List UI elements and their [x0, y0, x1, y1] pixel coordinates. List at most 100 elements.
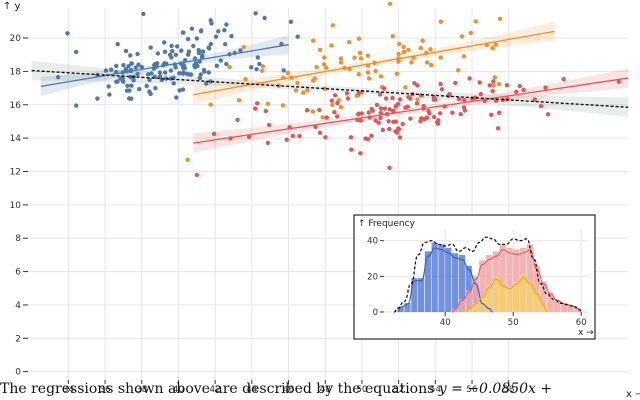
- scatter-point: [532, 97, 537, 102]
- scatter-point: [378, 106, 384, 111]
- scatter-point: [428, 62, 434, 68]
- scatter-point: [208, 41, 213, 47]
- scatter-point: [107, 92, 112, 97]
- x-tick-label: 50: [356, 385, 368, 395]
- scatter-point: [157, 70, 163, 75]
- scatter-point: [431, 95, 437, 100]
- scatter-point: [403, 85, 408, 90]
- scatter-point: [155, 51, 161, 56]
- x-tick-label: 52: [393, 385, 404, 395]
- scatter-point: [310, 109, 315, 114]
- scatter-point: [320, 115, 325, 120]
- scatter-point: [200, 53, 205, 58]
- y-tick-label: 8: [15, 234, 21, 244]
- scatter-point: [281, 68, 286, 73]
- scatter-point: [208, 102, 213, 107]
- regression-line-1: [40, 44, 289, 88]
- y-tick-label: 4: [15, 301, 21, 311]
- scatter-point: [396, 59, 401, 64]
- scatter-point: [201, 49, 206, 54]
- scatter-point: [394, 71, 400, 77]
- scatter-point: [297, 133, 302, 139]
- scatter-point: [616, 79, 621, 85]
- scatter-point: [538, 103, 544, 109]
- scatter-point: [419, 116, 424, 121]
- scatter-point: [214, 63, 219, 68]
- inset-bar-3: [526, 281, 533, 312]
- scatter-point: [437, 111, 443, 116]
- scatter-point: [330, 23, 335, 28]
- scatter-point: [109, 67, 114, 72]
- inset-bar-3: [492, 276, 499, 312]
- caption-text: The regressions shown above are describe…: [0, 381, 435, 397]
- scatter-point: [349, 147, 354, 152]
- scatter-point: [492, 75, 497, 80]
- scatter-point: [171, 81, 176, 86]
- inset-bar-1: [458, 255, 465, 312]
- overall-regression-line: [31, 69, 629, 108]
- scatter-point: [229, 34, 234, 39]
- scatter-point: [414, 101, 420, 106]
- scatter-point: [478, 91, 483, 97]
- scatter-point: [128, 53, 133, 58]
- scatter-point: [438, 81, 443, 87]
- scatter-point: [191, 43, 196, 49]
- inset-bar-2: [567, 304, 574, 312]
- scatter-point: [204, 81, 209, 86]
- scatter-point: [338, 60, 344, 65]
- y-tick-label: 12: [10, 167, 21, 177]
- scatter-point: [369, 133, 374, 138]
- scatter-point: [254, 67, 259, 72]
- inset-bar-2: [533, 265, 540, 312]
- scatter-point: [139, 64, 144, 70]
- scatter-point: [192, 56, 198, 61]
- scatter-point: [169, 43, 174, 49]
- scatter-point: [396, 126, 401, 131]
- scatter-point: [163, 70, 168, 75]
- scatter-point: [514, 89, 519, 95]
- scatter-point: [202, 69, 207, 74]
- scatter-point: [153, 86, 158, 91]
- scatter-point: [332, 110, 337, 115]
- inset-bar-1: [445, 247, 452, 312]
- scatter-point: [317, 107, 322, 113]
- scatter-point: [356, 111, 361, 116]
- scatter-point: [199, 28, 204, 33]
- scatter-point: [497, 110, 502, 116]
- scatter-point: [438, 19, 443, 24]
- inset-total-outline: [394, 236, 582, 313]
- inset-bar-2: [458, 299, 465, 312]
- scatter-point: [418, 45, 423, 51]
- scatter-point: [495, 126, 501, 131]
- scatter-point: [194, 172, 199, 178]
- inset-bar-3: [540, 304, 547, 312]
- scatter-point: [545, 112, 551, 117]
- scatter-point: [400, 121, 405, 127]
- inset-bar-2: [560, 303, 567, 312]
- scatter-point: [255, 55, 260, 60]
- scatter-point: [378, 115, 383, 121]
- scatter-point: [374, 102, 380, 108]
- scatter-point: [129, 96, 134, 101]
- scatter-point: [377, 92, 383, 97]
- scatter-point: [131, 78, 136, 83]
- scatter-point: [314, 64, 319, 70]
- scatter-point: [415, 83, 420, 88]
- scatter-point: [363, 136, 368, 141]
- scatter-point: [255, 101, 260, 106]
- scatter-point: [406, 95, 411, 100]
- scatter-point: [177, 71, 182, 76]
- scatter-point: [257, 61, 262, 67]
- scatter-point: [383, 96, 389, 101]
- inset-bar-2: [526, 244, 533, 312]
- scatter-point: [285, 70, 290, 76]
- scatter-point: [305, 88, 310, 93]
- scatter-point: [180, 30, 186, 35]
- x-tick-label: 34: [63, 385, 75, 395]
- scatter-point: [396, 51, 401, 57]
- scatter-point: [198, 72, 203, 77]
- scatter-point: [265, 140, 271, 146]
- scatter-point: [144, 83, 149, 89]
- scatter-point: [124, 88, 130, 93]
- scatter-point: [352, 55, 357, 60]
